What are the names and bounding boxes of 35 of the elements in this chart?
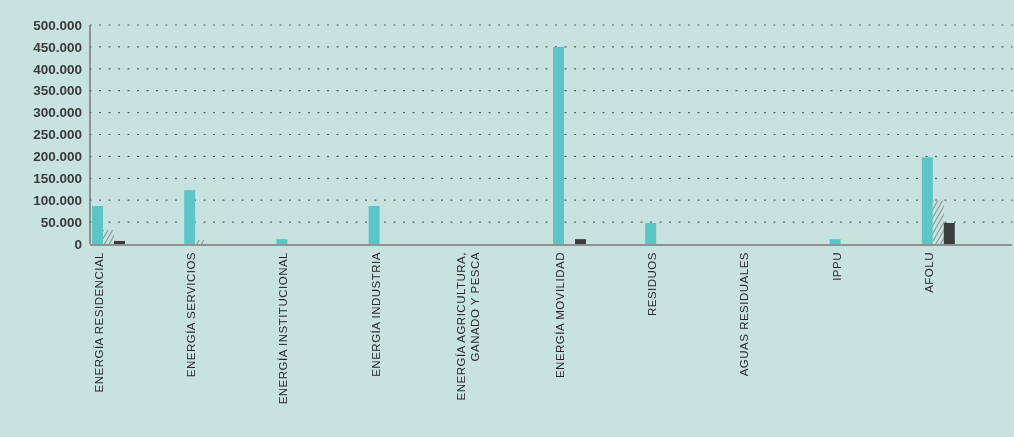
bar [829, 239, 841, 244]
bar [921, 157, 933, 244]
y-tick-label: 200.000 [33, 149, 82, 165]
bar [184, 190, 196, 244]
x-tick-label: AGUAS RESIDUALES [738, 252, 751, 377]
bar [943, 222, 955, 244]
x-tick-label: ENERGÍA AGRICULTURA, GANADO Y PESCA [454, 252, 482, 401]
bar [195, 240, 207, 244]
y-tick-label: 450.000 [33, 39, 82, 55]
bar [276, 239, 288, 244]
bar [103, 229, 114, 244]
bar [645, 222, 657, 244]
y-tick-label: 0 [74, 236, 82, 252]
y-tick-label: 100.000 [33, 192, 82, 208]
x-tick-label: AFOLU [922, 252, 935, 293]
x-tick-label: RESIDUOS [646, 252, 659, 317]
x-tick-label: ENERGÍA RESIDENCIAL [93, 251, 106, 393]
x-tick-label: ENERGÍA MOVILIDAD [554, 252, 567, 379]
bar [114, 240, 125, 244]
y-tick-label: 150.000 [33, 171, 82, 187]
bar [92, 205, 103, 244]
y-tick-label: 50.000 [40, 214, 82, 230]
y-tick-label: 400.000 [33, 61, 82, 77]
y-tick-label: 300.000 [33, 105, 82, 121]
y-tick-label: 250.000 [33, 127, 82, 143]
y-tick-label: 500.000 [33, 17, 82, 33]
bar [368, 205, 380, 244]
x-tick-label: ENERGÍA SERVICIOS [185, 252, 198, 378]
x-tick-label: ENERGÍA INDUSTRIA [369, 252, 382, 377]
x-tick-label: ENERGÍA INSTITUCIONAL [277, 251, 290, 405]
x-tick-label: IPPU [830, 252, 843, 281]
bar [575, 239, 586, 244]
y-tick-label: 350.000 [33, 83, 82, 99]
bar [553, 46, 564, 244]
bar [932, 200, 944, 244]
